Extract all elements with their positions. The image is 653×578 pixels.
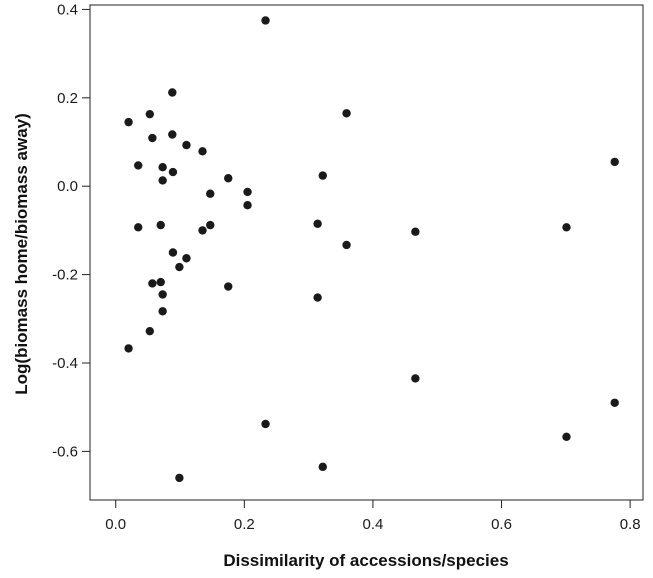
y-tick-label: 0.0 (57, 178, 78, 195)
data-point (158, 290, 167, 299)
data-point (411, 227, 420, 236)
x-tick-label: 0.0 (105, 516, 126, 533)
data-point (156, 220, 165, 230)
data-point (182, 140, 191, 150)
data-point (158, 176, 167, 185)
data-points (124, 16, 619, 483)
data-point (342, 240, 351, 250)
data-point (243, 187, 252, 197)
x-tick-label: 0.6 (491, 516, 512, 533)
y-tick-label: 0.2 (57, 90, 78, 107)
data-point (134, 161, 143, 170)
data-point (610, 398, 619, 407)
data-point (562, 223, 571, 232)
data-point (148, 133, 157, 143)
data-point (610, 157, 619, 167)
y-axis: -0.6 -0.4 -0.2 0.0 0.2 0.4 (52, 1, 90, 460)
data-point (198, 147, 207, 156)
data-point (342, 109, 351, 118)
data-point (224, 282, 233, 291)
data-point (124, 344, 133, 353)
data-point (175, 262, 184, 272)
data-point (145, 326, 155, 336)
data-point (168, 248, 178, 257)
data-point (562, 432, 571, 441)
data-point (148, 279, 157, 288)
x-tick-label: 0.8 (620, 516, 641, 533)
x-axis-title: Dissimilarity of accessions/species (223, 551, 508, 570)
data-point (206, 189, 215, 198)
data-point (158, 163, 167, 172)
data-point (313, 293, 322, 302)
data-point (243, 201, 252, 210)
data-point (313, 219, 322, 228)
data-point (206, 220, 215, 230)
y-tick-label: -0.6 (52, 443, 78, 460)
y-tick-label: -0.2 (52, 267, 78, 284)
data-point (168, 167, 178, 177)
x-tick-label: 0.2 (234, 516, 255, 533)
data-point (261, 16, 270, 25)
data-point (261, 419, 270, 429)
data-point (168, 88, 177, 97)
data-point (318, 171, 327, 180)
data-point (134, 223, 143, 232)
data-point (198, 226, 207, 235)
plot-frame (89, 4, 644, 501)
data-point (175, 473, 184, 483)
data-point (145, 109, 155, 119)
data-point (182, 254, 191, 263)
data-point (224, 174, 233, 183)
y-axis-title: Log(biomass home/biomass away) (12, 113, 31, 395)
data-point (124, 117, 133, 127)
data-point (158, 307, 167, 316)
data-point (318, 462, 327, 472)
x-axis: 0.0 0.2 0.4 0.6 0.8 (105, 500, 641, 533)
data-point (411, 374, 420, 383)
y-tick-label: -0.4 (52, 355, 78, 372)
y-tick-label: 0.4 (57, 1, 78, 18)
data-point (168, 130, 177, 139)
x-tick-label: 0.4 (363, 516, 384, 533)
data-point (156, 277, 165, 287)
